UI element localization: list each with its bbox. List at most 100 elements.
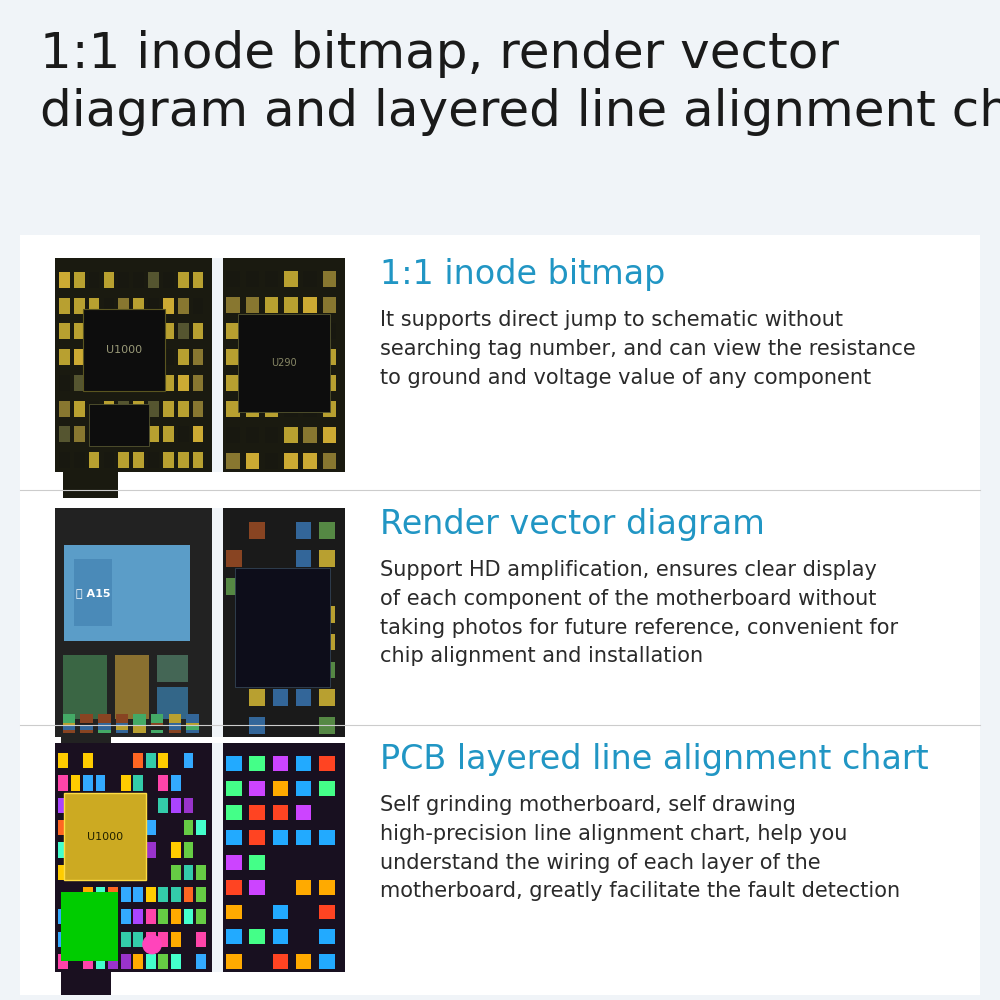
Bar (296, 717, 311, 734)
Bar (58, 775, 68, 791)
Bar (296, 855, 311, 870)
Bar (184, 798, 193, 813)
Bar (59, 349, 70, 365)
Bar (323, 323, 336, 339)
Bar (323, 349, 336, 365)
Bar (59, 272, 70, 288)
Bar (319, 717, 335, 734)
Bar (116, 720, 128, 730)
Bar (246, 297, 259, 313)
Bar (171, 932, 181, 947)
Bar (58, 909, 68, 924)
Bar (296, 880, 311, 895)
Text: U1000: U1000 (106, 345, 142, 355)
Bar (71, 798, 80, 813)
Bar (116, 717, 128, 726)
Bar (108, 909, 118, 924)
Circle shape (143, 935, 161, 954)
Bar (226, 954, 242, 969)
Bar (83, 309, 165, 391)
Bar (121, 798, 131, 813)
Bar (226, 634, 242, 650)
Bar (74, 452, 85, 468)
Bar (226, 401, 240, 417)
Bar (63, 472, 118, 498)
Bar (71, 954, 80, 969)
Bar (246, 375, 259, 391)
Bar (121, 775, 131, 791)
Bar (319, 880, 335, 895)
Bar (193, 298, 203, 314)
Bar (193, 272, 203, 288)
Bar (89, 375, 99, 391)
Bar (273, 689, 288, 706)
Bar (71, 887, 80, 902)
Bar (158, 842, 168, 857)
Bar (296, 606, 311, 622)
Bar (118, 272, 129, 288)
Bar (246, 271, 259, 287)
Bar (148, 375, 159, 391)
Bar (61, 737, 111, 760)
Bar (265, 375, 278, 391)
Bar (246, 427, 259, 443)
Bar (284, 401, 298, 417)
Bar (55, 258, 345, 472)
Bar (296, 578, 311, 595)
Bar (58, 865, 68, 880)
Bar (273, 805, 288, 820)
Bar (226, 905, 242, 919)
Bar (104, 401, 114, 416)
Bar (80, 714, 93, 723)
Bar (96, 775, 105, 791)
Bar (133, 954, 143, 969)
Bar (249, 805, 265, 820)
Text: It supports direct jump to schematic without
searching tag number, and can view : It supports direct jump to schematic wit… (380, 310, 916, 388)
Bar (133, 820, 143, 835)
Bar (196, 775, 206, 791)
Bar (98, 724, 111, 733)
Bar (133, 932, 143, 947)
Bar (58, 798, 68, 813)
Bar (226, 662, 242, 678)
Bar (193, 323, 203, 339)
Bar (133, 452, 144, 468)
Bar (61, 892, 118, 961)
Bar (146, 954, 156, 969)
Bar (303, 271, 317, 287)
Bar (98, 720, 111, 730)
Bar (249, 606, 265, 622)
Bar (196, 842, 206, 857)
Bar (133, 720, 146, 730)
Bar (104, 452, 114, 468)
Bar (133, 349, 144, 365)
Bar (319, 689, 335, 706)
Bar (171, 842, 181, 857)
Text: Render vector diagram: Render vector diagram (380, 508, 765, 541)
Bar (133, 887, 143, 902)
Bar (171, 753, 181, 768)
Bar (226, 606, 242, 622)
Bar (226, 323, 240, 339)
Bar (196, 820, 206, 835)
Bar (178, 298, 189, 314)
Bar (121, 753, 131, 768)
Bar (163, 401, 174, 416)
Bar (249, 954, 265, 969)
Bar (249, 880, 265, 895)
Bar (133, 426, 144, 442)
Bar (226, 880, 242, 895)
Bar (171, 909, 181, 924)
Bar (148, 401, 159, 416)
Bar (265, 323, 278, 339)
Text:  A15:  A15 (76, 588, 110, 598)
Bar (55, 258, 212, 472)
Bar (171, 775, 181, 791)
Bar (118, 375, 129, 391)
Bar (71, 775, 80, 791)
Bar (296, 954, 311, 969)
Text: Self grinding motherboard, self drawing
high-precision line alignment chart, hel: Self grinding motherboard, self drawing … (380, 795, 900, 901)
Bar (121, 932, 131, 947)
Bar (196, 798, 206, 813)
Bar (296, 662, 311, 678)
